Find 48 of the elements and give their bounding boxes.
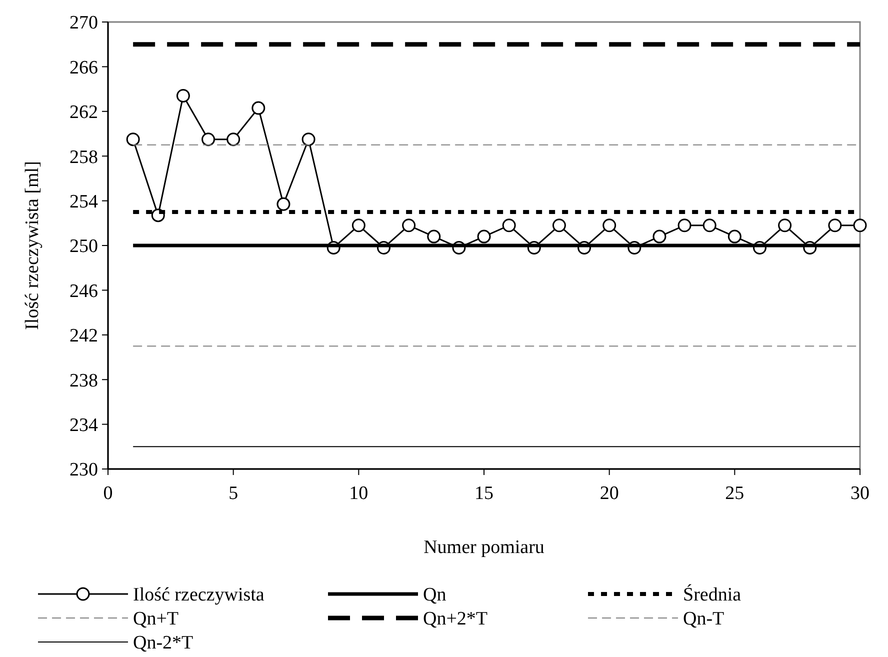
legend-label: Qn-2*T [133,632,194,654]
x-tick-label: 10 [349,483,368,504]
point [652,230,666,244]
point [853,218,867,232]
point [202,132,216,146]
y-tick-label: 258 [70,146,98,168]
legend-label: Qn-T [683,608,725,630]
legend-label: Qn+2*T [423,608,488,630]
point [402,218,416,232]
point [276,197,290,211]
legend-label: Ilość rzeczywista [133,584,265,606]
legend-label: Średnia [683,584,742,606]
point [702,218,716,232]
point [728,230,742,244]
y-axis-title: Ilość rzeczywista [ml] [22,161,43,330]
point [502,218,516,232]
x-tick-label: 30 [850,483,870,504]
y-tick-label: 254 [70,191,98,212]
point [602,218,616,232]
point [477,230,491,244]
x-tick-label: 5 [228,483,238,504]
point [552,218,566,232]
point [427,230,441,244]
point [302,132,316,146]
point [226,132,240,146]
x-tick-label: 15 [474,483,494,504]
y-tick-label: 250 [70,236,98,258]
point [828,218,842,232]
y-tick-label: 242 [70,326,98,347]
y-tick-label: 266 [70,57,98,78]
y-tick-label: 270 [70,12,98,34]
x-tick-label: 25 [725,483,744,504]
point [678,218,692,232]
y-tick-label: 262 [70,102,98,124]
y-tick-label: 234 [70,414,98,436]
x-tick-label: 20 [600,483,619,504]
x-axis-title: Numer pomiaru [424,537,545,558]
y-tick-label: 246 [70,280,98,302]
legend-label: Qn [423,584,447,606]
point [176,89,190,103]
x-tick-label: 0 [103,483,113,504]
y-tick-label: 230 [70,460,98,481]
y-tick-label: 238 [70,370,98,392]
point [778,218,792,232]
legend-label: Qn+T [133,608,179,630]
point [252,101,266,115]
point [352,218,366,232]
point [126,132,140,146]
